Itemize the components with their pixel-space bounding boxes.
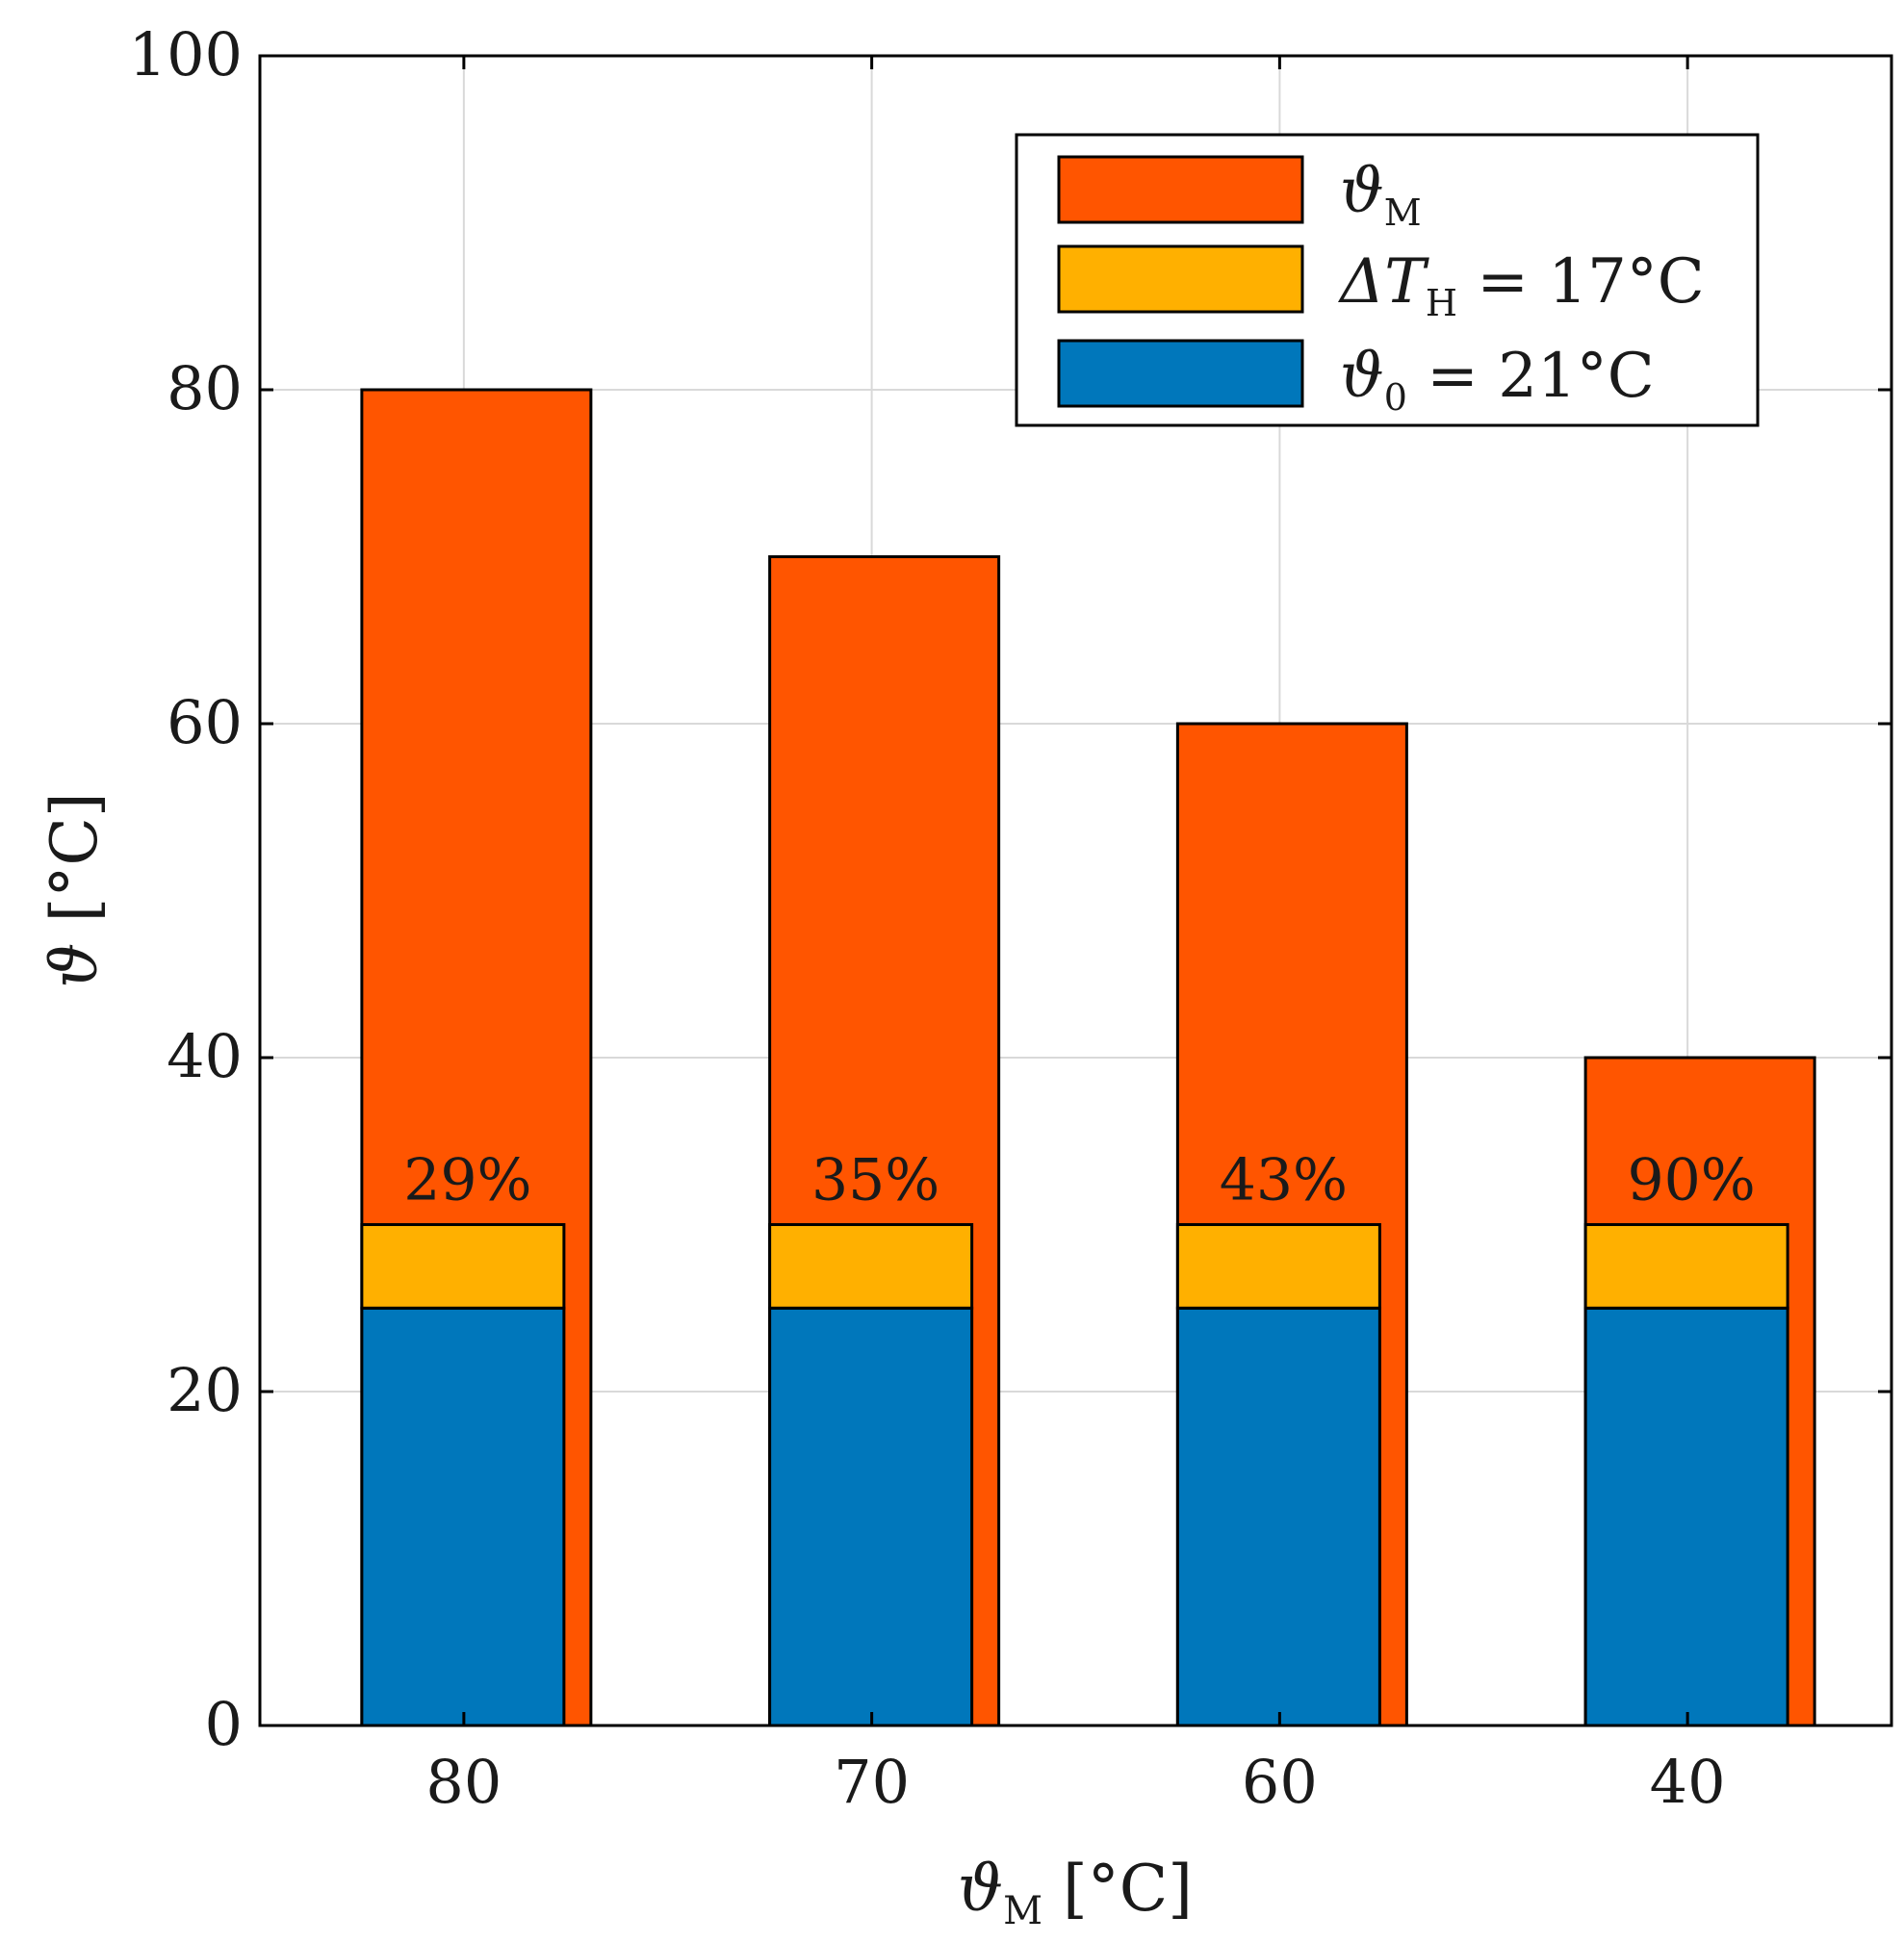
bar-delta-th-80 xyxy=(360,1223,566,1310)
legend-swatch-delta-th xyxy=(1057,244,1304,314)
bar-label-60: 43% xyxy=(1220,1147,1348,1214)
bar-label-80: 29% xyxy=(403,1147,531,1214)
bars xyxy=(360,388,1816,1727)
bar-label-40: 90% xyxy=(1627,1147,1755,1214)
bar-delta-th-40 xyxy=(1583,1223,1789,1310)
y-axis-title: ϑ [°C] xyxy=(38,792,112,987)
legend-swatch-theta-0 xyxy=(1057,339,1304,408)
bar-delta-th-60 xyxy=(1175,1223,1381,1310)
legend-swatch-theta-m xyxy=(1057,155,1304,224)
bar-label-70: 35% xyxy=(811,1147,939,1214)
bar-delta-th-70 xyxy=(768,1223,974,1310)
y-tick-label-3: 60 xyxy=(167,687,243,757)
x-tick-label-0: 80 xyxy=(425,1747,502,1817)
bar-theta-0-40 xyxy=(1583,1306,1789,1727)
y-tick-label-5: 100 xyxy=(129,19,243,89)
x-tick-label-1: 70 xyxy=(834,1747,910,1817)
legend-label-theta-m: ϑM xyxy=(1340,156,1422,234)
y-tick-label-1: 20 xyxy=(167,1355,243,1425)
y-tick-label-2: 40 xyxy=(167,1021,243,1091)
bar-theta-0-70 xyxy=(768,1306,974,1727)
x-axis-title: ϑM [°C] xyxy=(958,1852,1193,1933)
legend-label-delta-th: ΔTH = 17°C xyxy=(1337,246,1705,324)
legend-label-theta-0: ϑ0 = 21°C xyxy=(1340,341,1655,419)
axis-ticks: 0 20 40 60 80 100 80 70 60 40 xyxy=(129,19,1891,1817)
bar-labels: 29% 35% 43% 90% xyxy=(403,1147,1756,1214)
x-tick-label-3: 40 xyxy=(1650,1747,1726,1817)
legend: ϑM ΔTH = 17°C ϑ0 = 21°C xyxy=(1015,133,1760,427)
y-tick-label-0: 0 xyxy=(205,1689,243,1759)
x-tick-label-2: 60 xyxy=(1242,1747,1318,1817)
bar-theta-0-80 xyxy=(360,1306,566,1727)
plot-frame xyxy=(258,54,1893,1727)
y-tick-label-4: 80 xyxy=(167,353,243,423)
bar-theta-0-60 xyxy=(1175,1306,1381,1727)
